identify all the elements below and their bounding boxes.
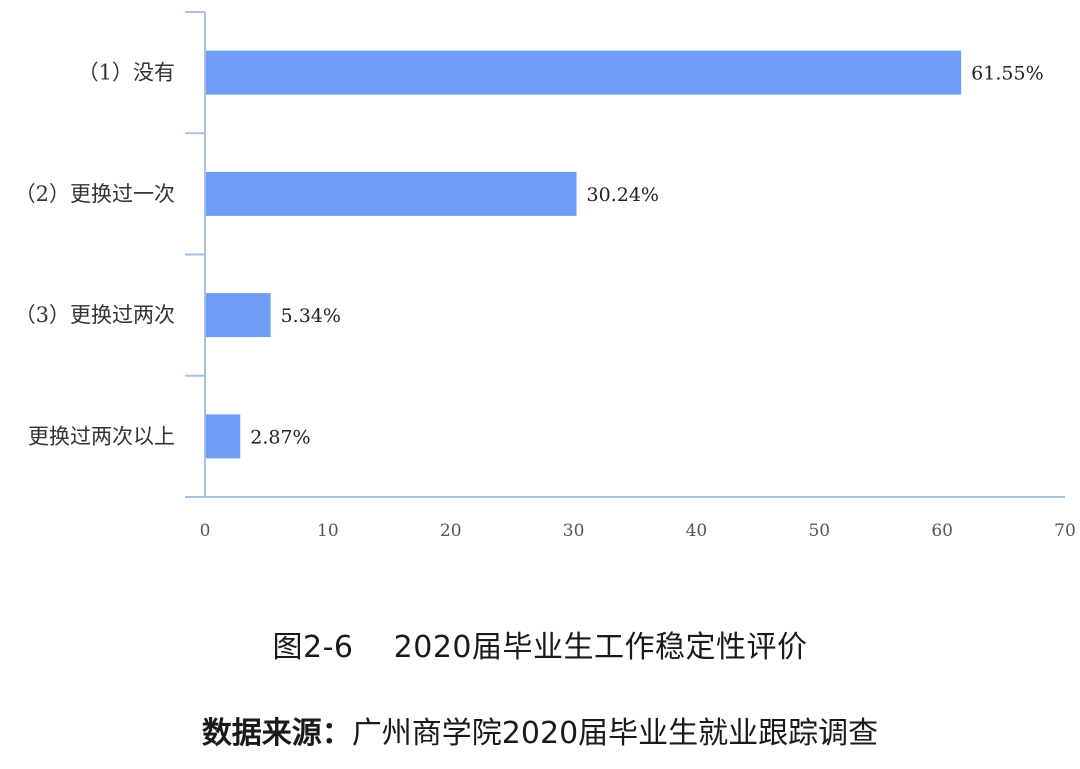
category-label: （1）没有 bbox=[78, 61, 175, 85]
category-label: （3）更换过两次 bbox=[15, 303, 175, 327]
tick-labels: 0 10 20 30 40 50 60 70 bbox=[200, 521, 1076, 541]
data-label: 61.55% bbox=[971, 63, 1043, 85]
axes bbox=[185, 11, 1065, 498]
x-tick-label: 0 bbox=[200, 521, 211, 541]
source-line: 数据来源：广州商学院2020届毕业生就业跟踪调查 bbox=[0, 708, 1080, 752]
x-tick-label: 50 bbox=[808, 521, 830, 541]
bars bbox=[206, 50, 962, 459]
source-text: 广州商学院2020届毕业生就业跟踪调查 bbox=[351, 716, 879, 751]
data-label: 2.87% bbox=[250, 426, 310, 448]
x-tick-label: 10 bbox=[317, 521, 339, 541]
source-label: 数据来源： bbox=[201, 716, 352, 751]
bar bbox=[206, 293, 271, 338]
x-tick-label: 30 bbox=[563, 521, 585, 541]
category-label: 更换过两次以上 bbox=[28, 424, 175, 448]
x-tick-label: 70 bbox=[1054, 521, 1076, 541]
x-tick-label: 60 bbox=[931, 521, 953, 541]
bar bbox=[206, 50, 962, 95]
figure-caption: 图2-6 2020届毕业生工作稳定性评价 bbox=[0, 622, 1080, 666]
data-label: 30.24% bbox=[587, 184, 659, 206]
x-tick-label: 40 bbox=[686, 521, 708, 541]
x-tick-label: 20 bbox=[440, 521, 462, 541]
data-labels: 61.55% 30.24% 5.34% 2.87% bbox=[250, 63, 1043, 449]
category-label: （2）更换过一次 bbox=[15, 182, 175, 206]
figure-label: 图2-6 bbox=[272, 630, 354, 665]
data-label: 5.34% bbox=[281, 305, 341, 327]
figure-title: 2020届毕业生工作稳定性评价 bbox=[393, 630, 808, 665]
bar bbox=[206, 171, 577, 216]
bar bbox=[206, 414, 241, 459]
